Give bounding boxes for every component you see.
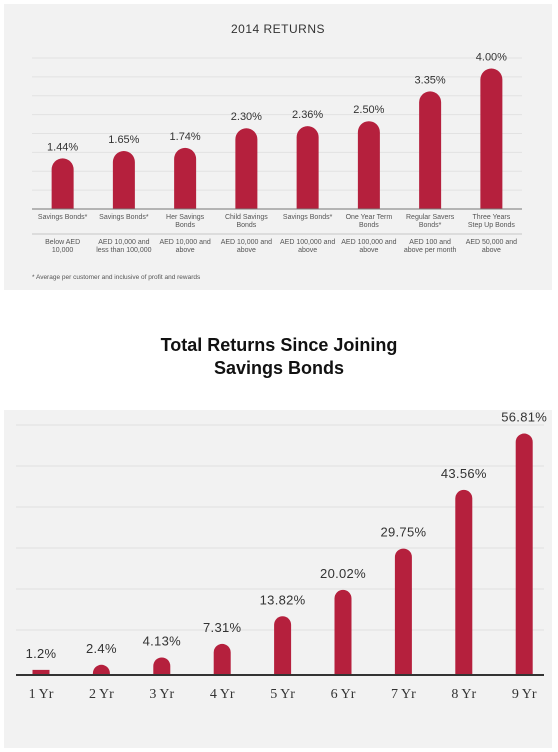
bar xyxy=(51,158,74,209)
sub-category-label-line: AED 10,000 and xyxy=(221,239,272,246)
sub-category-label-line: AED 100,000 and xyxy=(280,239,335,246)
data-label: 7.31% xyxy=(203,620,242,635)
sub-category-label: AED 10,000 and above xyxy=(221,239,272,254)
data-label: 20.02% xyxy=(320,566,366,581)
sub-category-label-line: AED 10,000 and xyxy=(98,239,149,246)
sub-category-label: AED 100 and above per month xyxy=(404,239,457,254)
bar xyxy=(32,669,50,675)
category-label: 8 Yr xyxy=(451,687,476,702)
sub-category-label: AED 10,000 and less than 100,000 xyxy=(96,239,151,254)
bar xyxy=(455,489,473,675)
category-label: Three Years Step Up Bonds xyxy=(468,214,516,229)
sub-category-label-line: Below AED xyxy=(45,239,80,246)
category-label-line: Bonds* xyxy=(419,222,442,229)
total-returns-heading: Total Returns Since Joining Savings Bond… xyxy=(0,334,558,380)
heading-line-1: Total Returns Since Joining xyxy=(160,335,398,355)
total-returns-chart: 1.2% 1 Yr 2.4% 2 Yr 4.13% 3 Yr 7.31% 4 Yr 13.82%… xyxy=(16,410,547,702)
category-label-line: One Year Term xyxy=(346,214,393,221)
data-label: 4.13% xyxy=(143,633,182,648)
category-label: Savings Bonds* xyxy=(283,214,333,221)
sub-category-label: AED 100,000 and above xyxy=(341,239,396,254)
category-label: 9 Yr xyxy=(512,687,537,702)
data-label: 29.75% xyxy=(380,525,426,540)
bar xyxy=(235,128,258,209)
bar xyxy=(480,68,503,209)
sub-category-label-line: AED 10,000 and xyxy=(159,239,210,246)
data-label: 56.81% xyxy=(501,410,547,425)
sub-category-label-line: above xyxy=(359,247,378,254)
data-label: 1.65% xyxy=(108,134,139,146)
sub-category-label-line: above per month xyxy=(404,247,457,254)
bar xyxy=(419,91,442,209)
gridlines xyxy=(32,57,522,191)
chart-title: 2014 RETURNS xyxy=(231,22,325,36)
data-label: 1.44% xyxy=(47,141,78,153)
sub-category-label-line: above xyxy=(298,247,317,254)
data-label: 4.00% xyxy=(476,52,507,64)
bar xyxy=(296,126,319,209)
category-label-line: Regular Savers xyxy=(406,214,455,221)
sub-category-label-line: less than 100,000 xyxy=(96,247,151,254)
bar xyxy=(357,121,380,209)
data-label: 2.30% xyxy=(231,111,262,123)
returns-2014-chart: 2014 RETURNS 1.44% Savings Bonds* Below AED… xyxy=(32,22,522,281)
category-label-line: Savings Bonds* xyxy=(283,214,333,221)
footnote: * Average per customer and inclusive of … xyxy=(32,274,201,281)
category-label: One Year Term Bonds xyxy=(346,214,393,229)
category-label: 3 Yr xyxy=(149,687,174,702)
sub-category-label: AED 10,000 and above xyxy=(159,239,210,254)
returns-2014-panel: 2014 RETURNS 1.44% Savings Bonds* Below AED… xyxy=(4,4,552,290)
bar xyxy=(112,151,135,209)
bar xyxy=(213,643,231,675)
category-label: 2 Yr xyxy=(89,687,114,702)
sub-category-label-line: AED 100,000 and xyxy=(341,239,396,246)
category-label: Child Savings Bonds xyxy=(225,214,268,229)
data-label: 2.50% xyxy=(353,104,384,116)
data-label: 43.56% xyxy=(441,466,487,481)
category-label: Savings Bonds* xyxy=(38,214,88,221)
category-label: 6 Yr xyxy=(331,687,356,702)
bar xyxy=(394,548,412,675)
data-label: 1.74% xyxy=(170,131,201,143)
bar xyxy=(92,664,110,675)
category-label: Savings Bonds* xyxy=(99,214,149,221)
category-label: 7 Yr xyxy=(391,687,416,702)
sub-category-label-line: above xyxy=(482,247,501,254)
sub-category-label-line: AED 50,000 and xyxy=(466,239,517,246)
category-label: 1 Yr xyxy=(29,687,54,702)
bar xyxy=(274,616,292,675)
category-label-line: Step Up Bonds xyxy=(468,222,516,229)
category-label: Her Savings Bonds xyxy=(166,214,205,229)
category-label-line: Bonds xyxy=(175,222,195,229)
sub-category-label-line: above xyxy=(176,247,195,254)
data-label: 2.4% xyxy=(86,641,117,656)
category-label-line: Child Savings xyxy=(225,214,268,221)
heading-line-2: Savings Bonds xyxy=(213,358,345,378)
sub-category-label-line: above xyxy=(237,247,256,254)
category-label-line: Her Savings xyxy=(166,214,205,221)
total-returns-panel: 1.2% 1 Yr 2.4% 2 Yr 4.13% 3 Yr 7.31% 4 Yr 13.82%… xyxy=(4,410,552,748)
category-label-line: Bonds xyxy=(236,222,256,229)
sub-category-label-line: AED 100 and xyxy=(409,239,451,246)
bar xyxy=(174,147,197,209)
data-label: 2.36% xyxy=(292,109,323,121)
data-label: 3.35% xyxy=(415,74,446,86)
category-label: 5 Yr xyxy=(270,687,295,702)
category-label-line: Savings Bonds* xyxy=(38,214,88,221)
category-label-line: Savings Bonds* xyxy=(99,214,149,221)
data-label: 13.82% xyxy=(260,592,306,607)
data-label: 1.2% xyxy=(26,646,57,661)
sub-category-label: AED 100,000 and above xyxy=(280,239,335,254)
sub-category-label: Below AED 10,000 xyxy=(45,239,80,254)
bar xyxy=(334,589,352,675)
sub-category-label-line: 10,000 xyxy=(52,247,74,254)
category-label-line: Bonds xyxy=(359,222,379,229)
category-label: Regular Savers Bonds* xyxy=(406,214,455,229)
category-label-line: Three Years xyxy=(473,214,511,221)
bar xyxy=(515,433,533,675)
category-label: 4 Yr xyxy=(210,687,235,702)
bar xyxy=(153,657,171,675)
sub-category-label: AED 50,000 and above xyxy=(466,239,517,254)
